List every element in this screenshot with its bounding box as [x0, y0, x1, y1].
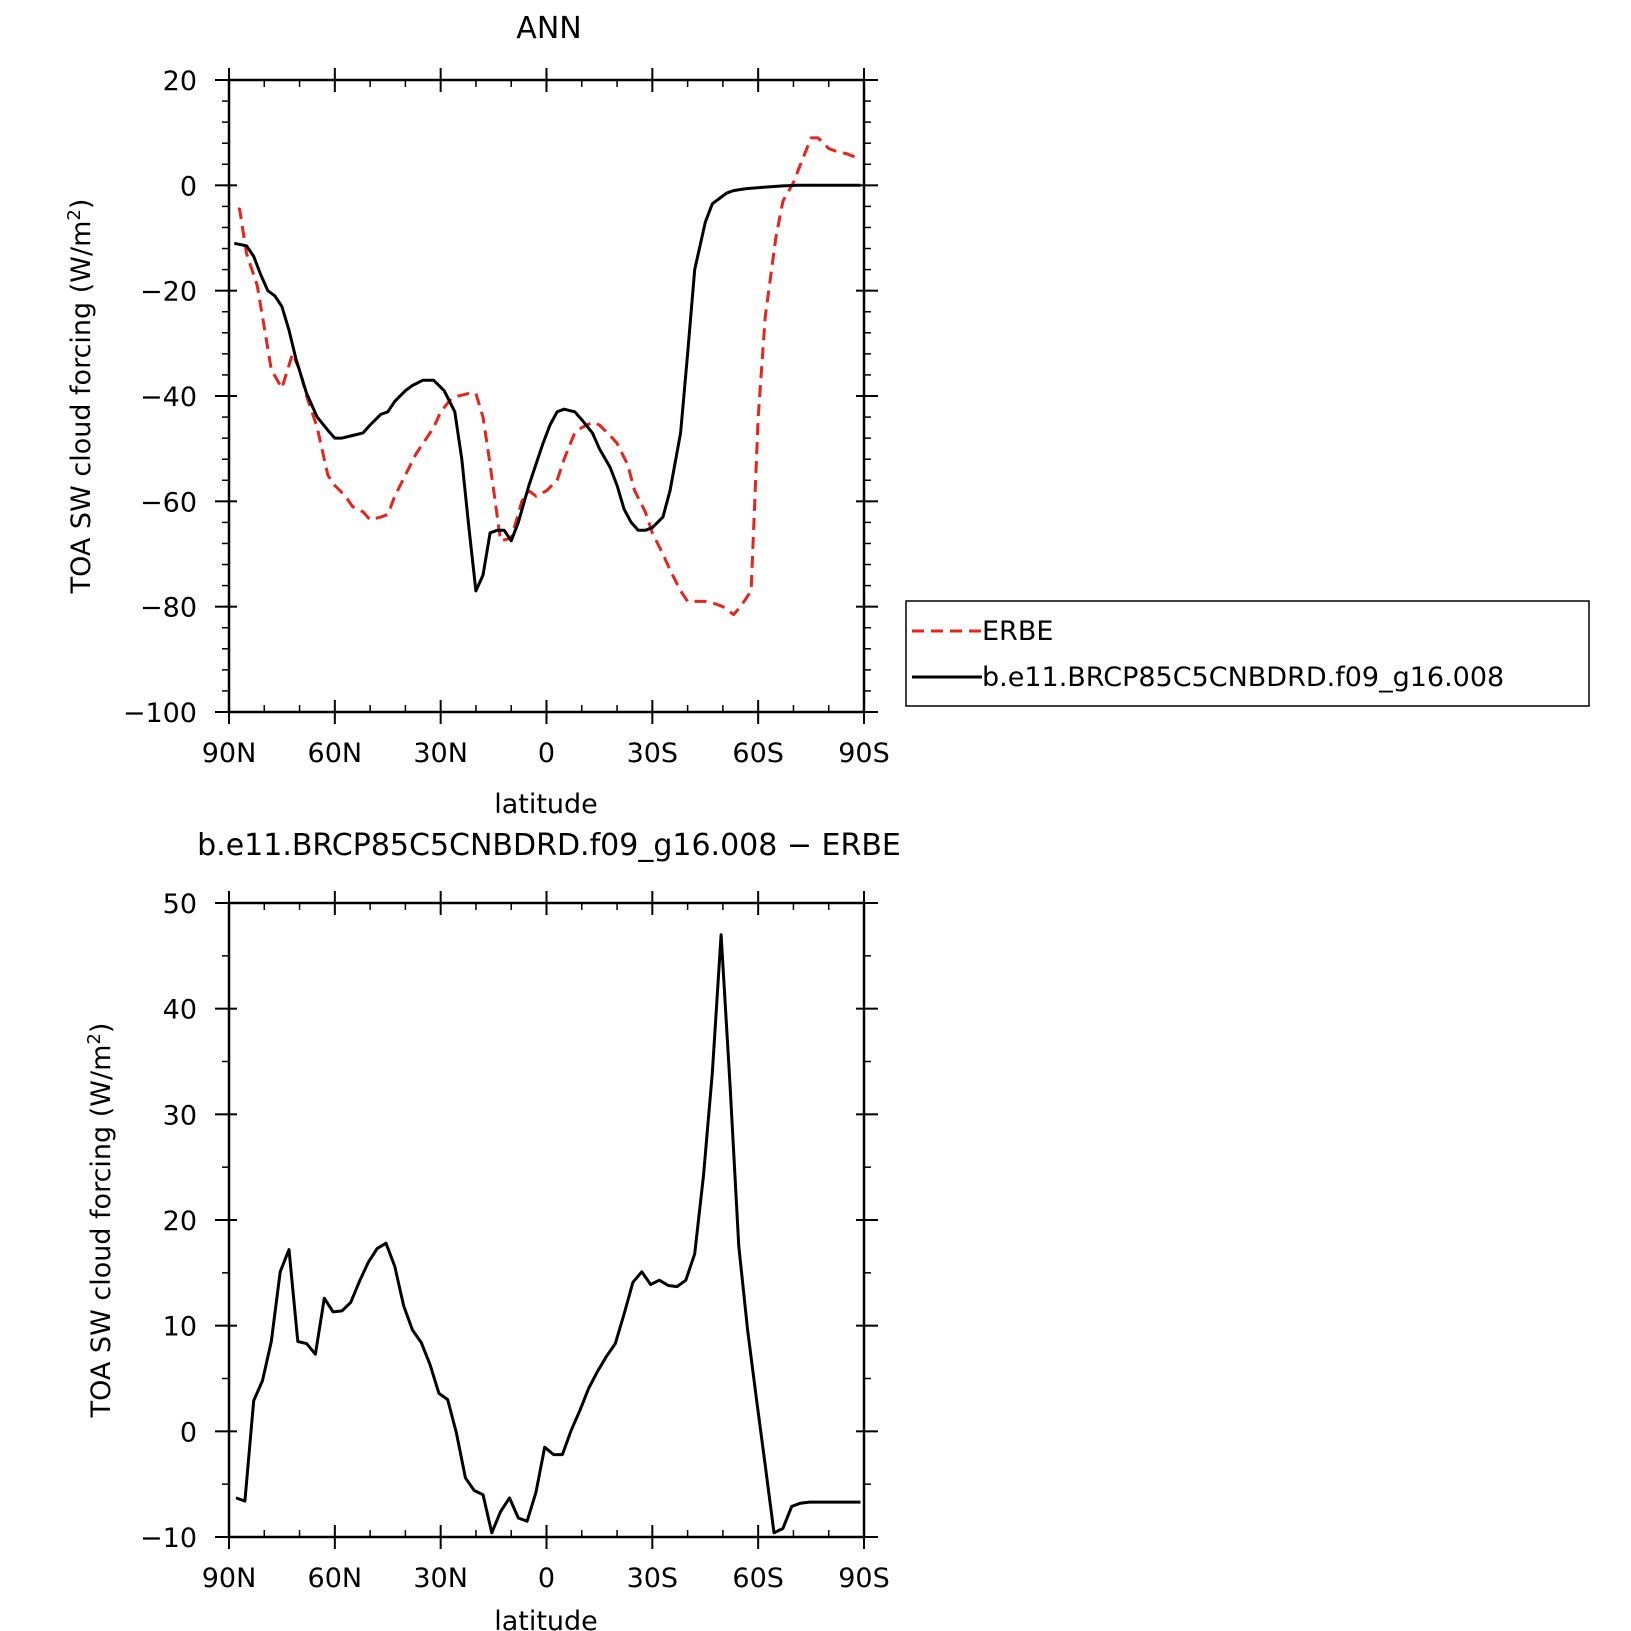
x-tick-label: 30S [627, 738, 679, 769]
x-tick-label: 30S [627, 1563, 679, 1594]
x-tick-label: 30N [413, 1563, 468, 1594]
y-tick-label: 0 [180, 171, 197, 202]
top-tick-marks [215, 68, 878, 724]
bottom-x-axis-label: latitude [494, 1606, 598, 1631]
y-tick-label: 0 [180, 1417, 197, 1448]
bottom-plot-area [215, 891, 878, 1549]
legend-erbe-label: ERBE [982, 616, 1053, 647]
x-tick-label: 90S [838, 1563, 890, 1594]
y-tick-label: −60 [140, 487, 197, 518]
bottom-chart-panel: b.e11.BRCP85C5CNBDRD.f09_g16.008 − ERBE … [84, 828, 901, 1631]
y-tick-label: −20 [140, 277, 197, 308]
top-plot-area [215, 68, 878, 724]
y-tick-label: −80 [140, 593, 197, 624]
top-chart-legend: ERBE b.e11.BRCP85C5CNBDRD.f09_g16.008 [905, 600, 1590, 707]
y-tick-label: 20 [163, 66, 197, 97]
y-tick-label: 30 [163, 1100, 197, 1131]
y-tick-label: 40 [163, 995, 197, 1026]
x-tick-label: 90N [202, 1563, 257, 1594]
y-tick-label: 50 [163, 889, 197, 920]
x-tick-label: 60N [308, 1563, 363, 1594]
bottom-y-tick-labels: 50 40 30 20 10 0 −10 [140, 889, 197, 1554]
x-tick-label: 90N [202, 738, 257, 769]
top-chart-title: ANN [516, 11, 581, 46]
x-tick-label: 60S [732, 1563, 784, 1594]
bottom-series-group [235, 933, 861, 1535]
bottom-series-line-model [235, 933, 861, 1535]
legend-model-label: b.e11.BRCP85C5CNBDRD.f09_g16.008 [982, 662, 1504, 693]
x-tick-label: 30N [413, 738, 468, 769]
top-chart-panel: ANN 90N 60N 30N 0 30S 60S 90S 20 0 −20 −40 −60 −80 −… [64, 11, 1590, 820]
y-tick-label: −10 [140, 1523, 197, 1554]
x-tick-label: 0 [538, 738, 555, 769]
y-tick-label: 10 [163, 1312, 197, 1343]
top-series-group [233, 136, 861, 617]
y-tick-label: 20 [163, 1206, 197, 1237]
y-tick-label: −40 [140, 382, 197, 413]
y-tick-label: −100 [123, 698, 197, 729]
top-plot-frame [227, 78, 866, 714]
bottom-y-axis-label: TOA SW cloud forcing (W/m2) [84, 1023, 118, 1419]
x-tick-label: 60N [308, 738, 363, 769]
x-tick-label: 90S [838, 738, 890, 769]
top-y-tick-labels: 20 0 −20 −40 −60 −80 −100 [123, 66, 197, 729]
bottom-tick-marks [215, 891, 878, 1549]
top-series-line-erbe [237, 136, 860, 617]
top-series-line-model [233, 183, 861, 593]
bottom-chart-title: b.e11.BRCP85C5CNBDRD.f09_g16.008 − ERBE [197, 828, 901, 863]
x-tick-label: 60S [732, 738, 784, 769]
top-x-tick-labels: 90N 60N 30N 0 30S 60S 90S [202, 738, 890, 769]
top-y-axis-label: TOA SW cloud forcing (W/m2) [64, 199, 98, 595]
x-tick-label: 0 [538, 1563, 555, 1594]
bottom-plot-frame [227, 901, 866, 1539]
bottom-x-tick-labels: 90N 60N 30N 0 30S 60S 90S [202, 1563, 890, 1594]
legend-box [905, 600, 1590, 707]
top-x-axis-label: latitude [494, 789, 598, 820]
